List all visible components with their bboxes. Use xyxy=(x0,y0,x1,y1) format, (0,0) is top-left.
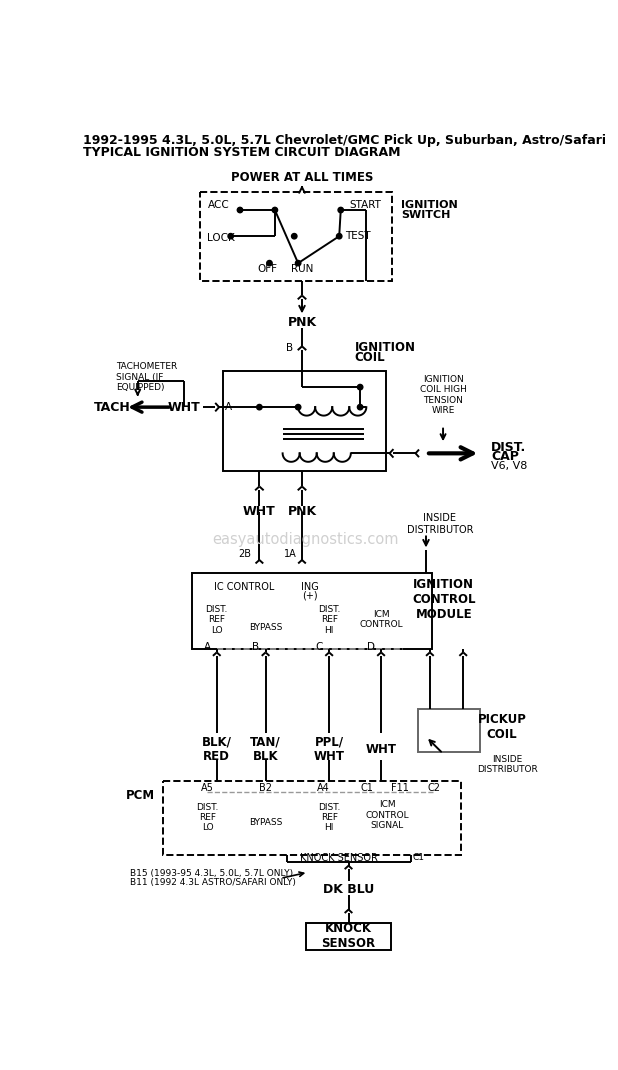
Text: A4: A4 xyxy=(317,783,330,793)
Text: 2B: 2B xyxy=(239,549,252,560)
Text: PICKUP
COIL: PICKUP COIL xyxy=(478,714,527,742)
Circle shape xyxy=(295,260,301,265)
Text: LOCK: LOCK xyxy=(208,233,235,243)
Bar xyxy=(223,371,386,471)
Text: TACH: TACH xyxy=(94,400,130,414)
Text: START: START xyxy=(349,200,381,211)
Text: TYPICAL IGNITION SYSTEM CIRCUIT DIAGRAM: TYPICAL IGNITION SYSTEM CIRCUIT DIAGRAM xyxy=(83,146,401,158)
Bar xyxy=(192,574,432,648)
Text: DIST.
REF
LO: DIST. REF LO xyxy=(197,802,219,832)
Text: WHT: WHT xyxy=(243,505,276,518)
Text: PNK: PNK xyxy=(287,316,316,328)
Text: IGNITION: IGNITION xyxy=(355,340,416,353)
Circle shape xyxy=(292,233,297,239)
Text: CAP: CAP xyxy=(491,449,519,463)
Text: ICM
CONTROL: ICM CONTROL xyxy=(359,610,403,629)
Circle shape xyxy=(357,384,363,389)
Text: IGNITION
CONTROL
MODULE: IGNITION CONTROL MODULE xyxy=(412,578,476,622)
Text: C2: C2 xyxy=(427,783,440,793)
Text: INSIDE
DISTRIBUTOR: INSIDE DISTRIBUTOR xyxy=(477,754,538,774)
Circle shape xyxy=(336,233,342,239)
Bar xyxy=(200,192,392,280)
Text: ACC: ACC xyxy=(208,200,229,211)
Circle shape xyxy=(338,208,344,213)
Text: 1992-1995 4.3L, 5.0L, 5.7L Chevrolet/GMC Pick Up, Suburban, Astro/Safari: 1992-1995 4.3L, 5.0L, 5.7L Chevrolet/GMC… xyxy=(83,134,606,148)
Text: DIST.
REF
HI: DIST. REF HI xyxy=(318,802,341,832)
Circle shape xyxy=(267,260,272,265)
Circle shape xyxy=(256,404,262,410)
Text: 1A: 1A xyxy=(284,549,297,560)
Text: DK BLU: DK BLU xyxy=(323,883,374,896)
Text: KNOCK SENSOR: KNOCK SENSOR xyxy=(300,853,378,862)
Text: OFF: OFF xyxy=(257,264,277,274)
Text: DIST.
REF
LO: DIST. REF LO xyxy=(206,605,228,635)
Text: B2: B2 xyxy=(259,783,272,793)
Text: INSIDE
DISTRIBUTOR: INSIDE DISTRIBUTOR xyxy=(407,514,473,535)
Bar xyxy=(306,923,391,950)
Text: D: D xyxy=(367,642,375,652)
Text: RUN: RUN xyxy=(291,264,313,274)
Text: COIL: COIL xyxy=(355,351,386,364)
Text: BYPASS: BYPASS xyxy=(249,819,282,827)
Text: BLK/
RED: BLK/ RED xyxy=(202,735,232,763)
Circle shape xyxy=(237,208,243,213)
Text: TAN/
BLK: TAN/ BLK xyxy=(250,735,281,763)
Text: F11: F11 xyxy=(391,783,408,793)
Text: B: B xyxy=(252,642,260,652)
Text: SWITCH: SWITCH xyxy=(401,211,451,220)
Circle shape xyxy=(295,404,301,410)
Text: TEST: TEST xyxy=(345,231,370,241)
Text: WHT: WHT xyxy=(168,400,201,414)
Text: WHT: WHT xyxy=(366,743,397,755)
Text: ICM
CONTROL
SIGNAL: ICM CONTROL SIGNAL xyxy=(365,800,409,830)
Text: BYPASS: BYPASS xyxy=(249,623,282,632)
Text: IGNITION
COIL HIGH
TENSION
WIRE: IGNITION COIL HIGH TENSION WIRE xyxy=(420,374,467,415)
Text: B: B xyxy=(286,342,293,353)
Bar xyxy=(163,781,461,855)
Text: DIST.: DIST. xyxy=(491,441,527,454)
Text: KNOCK
SENSOR: KNOCK SENSOR xyxy=(321,922,376,950)
Text: ING: ING xyxy=(301,582,319,592)
Bar xyxy=(418,709,480,752)
Text: B15 (1993-95 4.3L, 5.0L, 5.7L ONLY): B15 (1993-95 4.3L, 5.0L, 5.7L ONLY) xyxy=(130,869,293,878)
Text: C: C xyxy=(316,642,323,652)
Text: C1: C1 xyxy=(361,783,373,793)
Text: DIST.
REF
HI: DIST. REF HI xyxy=(318,605,341,635)
Text: V6, V8: V6, V8 xyxy=(491,461,528,471)
Text: PCM: PCM xyxy=(125,789,154,801)
Text: POWER AT ALL TIMES: POWER AT ALL TIMES xyxy=(231,171,373,184)
Circle shape xyxy=(272,208,277,213)
Text: C1: C1 xyxy=(412,853,424,862)
Text: easyautodiagnostics.com: easyautodiagnostics.com xyxy=(213,532,399,547)
Text: (+): (+) xyxy=(302,591,318,600)
Text: IGNITION: IGNITION xyxy=(401,200,458,211)
Text: A5: A5 xyxy=(201,783,214,793)
Circle shape xyxy=(228,233,234,239)
Circle shape xyxy=(357,404,363,410)
Text: PPL/
WHT: PPL/ WHT xyxy=(313,735,345,763)
Text: TACHOMETER
SIGNAL (IF
EQUIPPED): TACHOMETER SIGNAL (IF EQUIPPED) xyxy=(116,363,177,392)
Text: IC CONTROL: IC CONTROL xyxy=(214,582,274,592)
Text: B11 (1992 4.3L ASTRO/SAFARI ONLY): B11 (1992 4.3L ASTRO/SAFARI ONLY) xyxy=(130,878,296,887)
Text: A: A xyxy=(224,402,232,412)
Text: A: A xyxy=(203,642,211,652)
Text: PNK: PNK xyxy=(287,505,316,518)
